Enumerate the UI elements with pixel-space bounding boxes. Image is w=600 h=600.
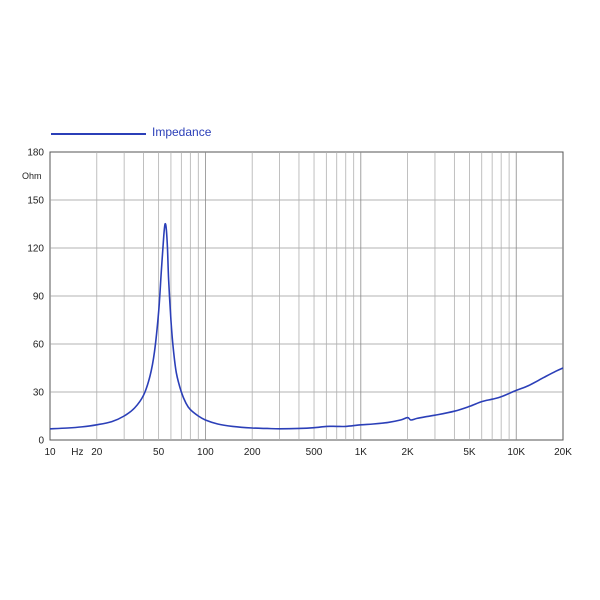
legend-label-impedance: Impedance [152, 125, 212, 139]
x-tick-label: 10 [44, 447, 56, 458]
x-tick-label: 1K [355, 447, 368, 458]
x-tick-label: 5K [463, 447, 476, 458]
x-tick-label: 20 [91, 447, 103, 458]
x-tick-label: 50 [153, 447, 165, 458]
y-tick-label: 0 [38, 436, 44, 447]
series-line-impedance [49, 222, 564, 430]
x-tick-label: 10K [507, 447, 525, 458]
x-tick-label: Hz [71, 447, 83, 458]
x-tick-label: 500 [306, 447, 323, 458]
y-tick-label: 90 [33, 292, 45, 303]
y-tick-label: 60 [33, 340, 45, 351]
y-tick-label: 120 [27, 244, 44, 255]
legend-line-impedance [51, 133, 146, 135]
y-tick-label: 150 [27, 196, 44, 207]
y-axis-label: Ohm [22, 171, 42, 181]
y-tick-label: 180 [27, 148, 44, 159]
y-tick-label: 30 [33, 388, 45, 399]
x-tick-label: 2K [401, 447, 414, 458]
x-tick-label: 20K [554, 447, 572, 458]
x-tick-label: 100 [197, 447, 214, 458]
x-tick-label: 200 [244, 447, 261, 458]
